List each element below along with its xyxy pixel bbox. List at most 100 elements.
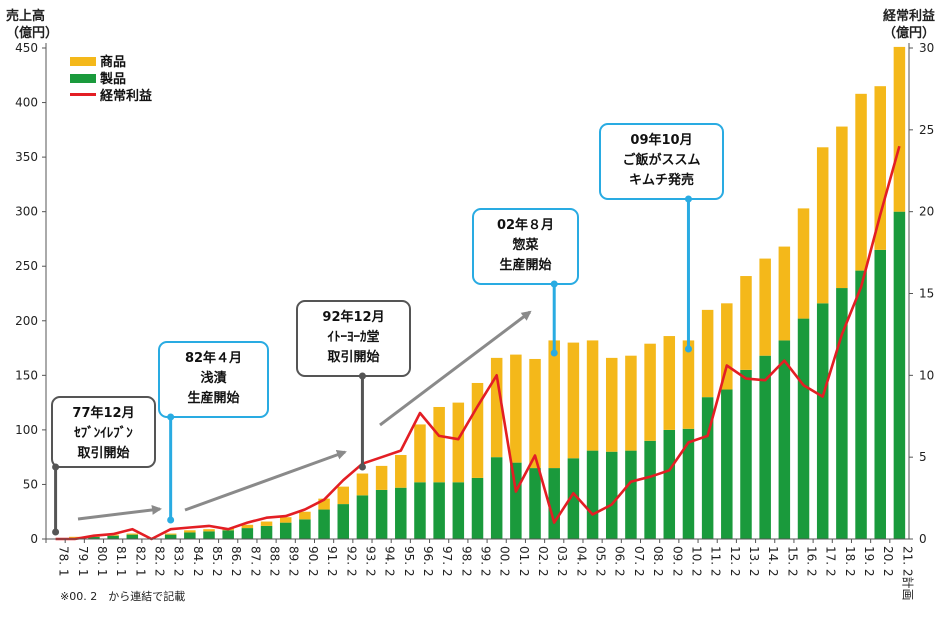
bar-products [164, 534, 177, 539]
bar-products [490, 457, 503, 539]
callout-text: キムチ発売 [629, 172, 694, 188]
callout-anchor-dot [52, 463, 60, 471]
left-tick-label: 150 [15, 368, 38, 382]
bar-goods [375, 465, 388, 490]
x-tick-label: 08. 2 [651, 546, 665, 577]
bar-goods [184, 530, 196, 533]
trend-arrows [77, 310, 532, 521]
bar-goods [855, 93, 867, 271]
callout-text: 77年12月 [72, 405, 134, 421]
x-tick-label: 82. 2 [152, 546, 166, 577]
right-tick-label: 25 [919, 123, 934, 137]
bar-goods [778, 246, 791, 341]
bar-products [529, 468, 541, 539]
x-tick-label: 19. 2 [862, 546, 876, 577]
bar-products [471, 477, 484, 539]
callout-text: 惣菜 [512, 237, 538, 253]
callout-text: 92年12月 [322, 309, 384, 325]
callout-anchor-dot [550, 280, 558, 288]
x-tick-label: 89. 2 [287, 546, 301, 577]
x-tick-label: 93. 2 [363, 546, 377, 577]
bar-products [874, 249, 886, 539]
right-axis-unit-line2: （億円） [883, 25, 935, 41]
callout-dot [167, 516, 175, 524]
callout-text: 生産開始 [499, 257, 551, 273]
bar-goods [625, 355, 637, 451]
trend-arrow-2 [184, 450, 347, 512]
bar-products [299, 519, 311, 539]
x-tick-label: 85. 2 [210, 546, 224, 577]
bar-goods [682, 340, 695, 429]
bar-products [222, 530, 234, 539]
x-tick-label: 92. 2 [344, 546, 358, 577]
legend-swatch-products [70, 74, 96, 83]
x-tick-label: 03. 2 [555, 546, 569, 577]
right-tick-label: 5 [919, 450, 927, 464]
bar-goods [164, 533, 177, 535]
x-tick-label: 12. 2 [728, 546, 742, 577]
x-tick-label: 95. 2 [402, 546, 416, 577]
callout-text: 82年４月 [185, 350, 242, 366]
legend-label-goods: 商品 [100, 54, 126, 70]
bar-goods [759, 258, 771, 356]
callout-text: 02年８月 [497, 217, 554, 233]
bar-goods [663, 336, 676, 430]
x-tick-label: 80. 1 [95, 546, 109, 577]
bar-products [126, 534, 139, 539]
trend-arrow-3 [379, 310, 532, 427]
x-tick-label: 96. 2 [421, 546, 435, 577]
x-tick-label: 13. 2 [747, 546, 761, 577]
bar-goods [797, 208, 810, 319]
bar-products [337, 504, 350, 539]
callout-dot [358, 463, 366, 471]
left-tick-label: 450 [15, 41, 38, 55]
x-tick-label: 91. 2 [325, 546, 339, 577]
bar-goods [586, 340, 599, 451]
bar-goods [241, 524, 254, 529]
callout-box [472, 208, 579, 285]
x-tick-label: 84. 2 [191, 546, 205, 577]
legend-swatch-profit [70, 93, 96, 96]
bar-goods [69, 536, 81, 538]
x-tick-label: 87. 2 [248, 546, 262, 577]
bar-products [797, 318, 810, 539]
bar-goods [836, 126, 848, 289]
bar-products [395, 487, 407, 539]
bar-products [375, 489, 388, 539]
bar-goods [299, 511, 311, 520]
bar-goods [260, 521, 273, 526]
bar-products [778, 340, 791, 539]
callout-box [296, 300, 411, 377]
bar-goods [490, 357, 503, 458]
bar-products [740, 369, 752, 539]
x-tick-label: 10. 2 [689, 546, 703, 577]
x-tick-label: 86. 2 [229, 546, 243, 577]
bar-products [433, 482, 445, 539]
bar-goods [874, 86, 886, 250]
bar-products [644, 440, 656, 539]
legend-swatch-goods [70, 57, 96, 66]
x-tick-label: 04. 2 [574, 546, 588, 577]
bar-goods [893, 46, 906, 212]
x-tick-label: 16. 2 [805, 546, 819, 577]
callout-box [599, 123, 724, 200]
bar-layer [69, 46, 906, 539]
legend-label-products: 製品 [99, 71, 126, 87]
bar-goods [452, 402, 465, 483]
bar-goods [279, 517, 292, 523]
bar-goods [721, 303, 733, 390]
bar-goods [701, 309, 714, 398]
bar-products [184, 532, 196, 539]
bar-goods [816, 147, 829, 304]
x-tick-label: 14. 2 [766, 546, 780, 577]
bar-products [567, 458, 580, 539]
callout-text: 浅漬 [200, 370, 227, 386]
x-tick-label: 79. 1 [76, 546, 90, 577]
bar-goods [126, 533, 139, 535]
bar-products [548, 468, 560, 539]
bar-products [279, 522, 292, 539]
right-tick-label: 30 [919, 41, 934, 55]
